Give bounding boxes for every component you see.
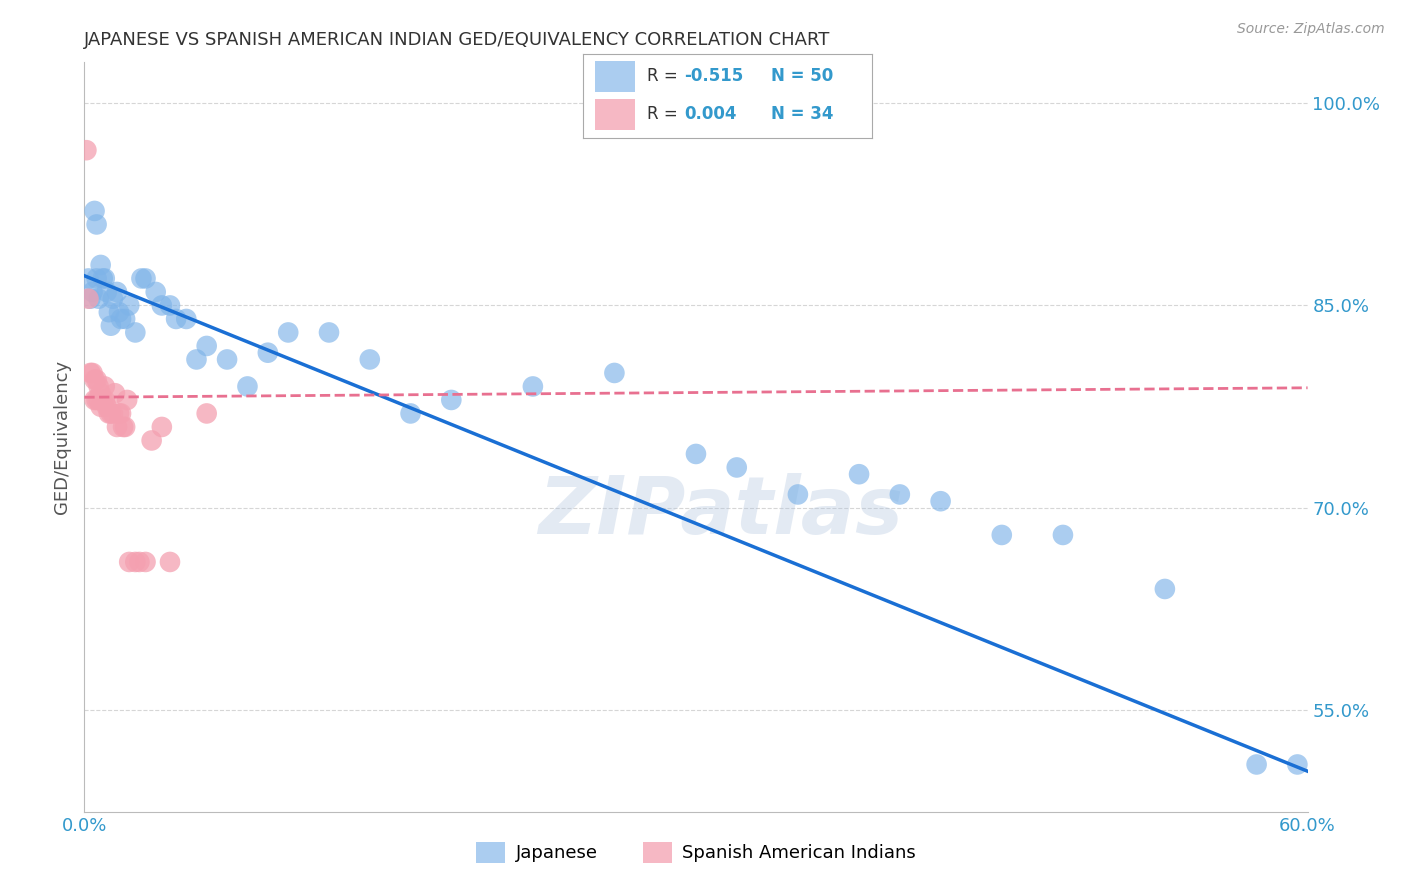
- Point: [150, 420, 173, 434]
- Text: R =: R =: [647, 67, 683, 85]
- Text: R =: R =: [647, 105, 683, 123]
- Point: [186, 352, 208, 367]
- Point: [440, 392, 463, 407]
- Point: [114, 420, 136, 434]
- Point: [135, 271, 157, 285]
- Point: [83, 392, 105, 407]
- Point: [848, 467, 870, 482]
- Point: [1286, 757, 1309, 772]
- Point: [104, 386, 127, 401]
- Text: JAPANESE VS SPANISH AMERICAN INDIAN GED/EQUIVALENCY CORRELATION CHART: JAPANESE VS SPANISH AMERICAN INDIAN GED/…: [84, 31, 831, 49]
- Point: [112, 420, 135, 434]
- Point: [257, 345, 280, 359]
- Point: [82, 366, 104, 380]
- Point: [115, 392, 138, 407]
- Point: [105, 420, 128, 434]
- Point: [150, 298, 173, 312]
- Point: [141, 434, 163, 448]
- Legend: Japanese, Spanish American Indians: Japanese, Spanish American Indians: [468, 835, 924, 870]
- Point: [124, 555, 146, 569]
- Text: N = 34: N = 34: [770, 105, 834, 123]
- Point: [603, 366, 626, 380]
- Point: [77, 271, 100, 285]
- Point: [159, 298, 181, 312]
- Point: [124, 326, 146, 340]
- Point: [101, 292, 124, 306]
- Point: [93, 271, 115, 285]
- Point: [96, 285, 118, 299]
- Point: [217, 352, 239, 367]
- Point: [100, 318, 122, 333]
- Point: [991, 528, 1014, 542]
- Point: [118, 298, 141, 312]
- Point: [135, 555, 157, 569]
- Text: N = 50: N = 50: [770, 67, 834, 85]
- Point: [110, 312, 132, 326]
- Point: [86, 218, 108, 232]
- Point: [1154, 582, 1177, 596]
- Point: [90, 386, 112, 401]
- Point: [165, 312, 187, 326]
- Point: [787, 487, 810, 501]
- Point: [93, 392, 115, 407]
- Point: [79, 292, 101, 306]
- Point: [86, 271, 108, 285]
- Point: [108, 305, 131, 319]
- Point: [86, 392, 108, 407]
- Point: [91, 392, 114, 407]
- Point: [399, 407, 422, 421]
- Point: [105, 285, 128, 299]
- Point: [101, 407, 124, 421]
- Text: -0.515: -0.515: [685, 67, 744, 85]
- Point: [87, 379, 110, 393]
- Point: [97, 407, 120, 421]
- Bar: [595, 62, 636, 92]
- Point: [128, 555, 150, 569]
- Point: [100, 407, 122, 421]
- Text: ZIPatlas: ZIPatlas: [538, 473, 903, 551]
- Point: [75, 143, 97, 157]
- Text: 0.004: 0.004: [685, 105, 737, 123]
- Point: [1246, 757, 1268, 772]
- Point: [236, 379, 259, 393]
- Point: [93, 379, 115, 393]
- Point: [110, 407, 132, 421]
- Point: [1052, 528, 1074, 542]
- Point: [87, 292, 110, 306]
- Point: [318, 326, 340, 340]
- Point: [114, 312, 136, 326]
- Point: [929, 494, 952, 508]
- Y-axis label: GED/Equivalency: GED/Equivalency: [53, 360, 72, 514]
- Point: [87, 392, 110, 407]
- Point: [522, 379, 544, 393]
- Point: [195, 339, 218, 353]
- Point: [159, 555, 181, 569]
- Point: [77, 292, 100, 306]
- Point: [145, 285, 167, 299]
- Point: [90, 400, 112, 414]
- Point: [277, 326, 299, 340]
- Point: [91, 271, 114, 285]
- Point: [83, 373, 105, 387]
- Point: [86, 373, 108, 387]
- Point: [79, 366, 101, 380]
- Point: [195, 407, 218, 421]
- Point: [889, 487, 911, 501]
- Point: [108, 407, 131, 421]
- Point: [359, 352, 381, 367]
- Point: [685, 447, 707, 461]
- Bar: [595, 99, 636, 130]
- Point: [82, 285, 104, 299]
- Text: Source: ZipAtlas.com: Source: ZipAtlas.com: [1237, 22, 1385, 37]
- Point: [725, 460, 748, 475]
- Point: [118, 555, 141, 569]
- Point: [97, 305, 120, 319]
- Point: [83, 203, 105, 218]
- Point: [96, 400, 118, 414]
- Point: [174, 312, 197, 326]
- Point: [90, 258, 112, 272]
- Point: [131, 271, 153, 285]
